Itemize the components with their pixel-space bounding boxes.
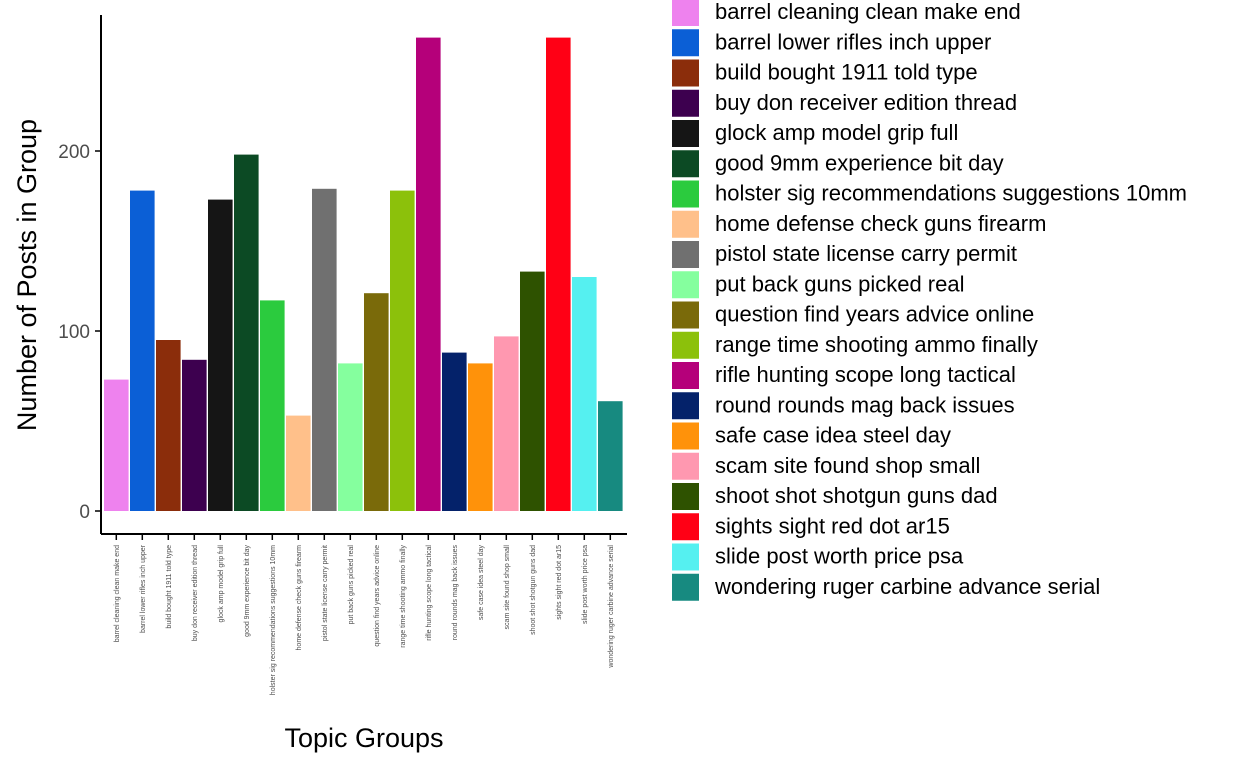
legend-label: round rounds mag back issues: [715, 392, 1015, 417]
bar-19: [572, 277, 597, 511]
bar-2: [130, 190, 155, 511]
y-ticks-group: 0 100 200: [58, 142, 101, 523]
legend-label: build bought 1911 told type: [715, 60, 978, 85]
legend-swatch: [672, 483, 699, 510]
legend-label: holster sig recommendations suggestions …: [715, 181, 1187, 206]
legend-label: safe case idea steel day: [715, 423, 951, 448]
x-tick-label: build bought 1911 told type: [166, 545, 173, 629]
x-ticks-group: barrel cleaning clean make end barrel low…: [114, 534, 615, 695]
x-tick-label: round rounds mag back issues: [452, 545, 459, 641]
legend-label: put back guns picked real: [715, 271, 965, 296]
bar-3: [156, 340, 181, 511]
bar-14: [442, 352, 467, 511]
x-tick-label: pistol state license carry permit: [322, 545, 329, 641]
legend-label: good 9mm experience bit day: [715, 150, 1004, 175]
x-tick-label: wondering ruger carbine advance serial: [608, 545, 615, 669]
legend-swatch: [672, 210, 699, 238]
legend-swatch: [672, 301, 699, 329]
x-tick-label: shoot shot shotgun guns dad: [530, 545, 537, 635]
legend-label: rifle hunting scope long tactical: [715, 362, 1016, 387]
bar-13: [416, 37, 441, 511]
x-tick-label: buy don receiver edition thread: [192, 545, 199, 641]
x-tick-label: sights sight red dot ar15: [556, 545, 563, 620]
legend-label: home defense check guns firearm: [715, 211, 1046, 236]
legend-swatch: [672, 573, 699, 601]
bar-15: [468, 363, 493, 511]
legend-label: shoot shot shotgun guns dad: [715, 483, 998, 508]
legend-swatch: [672, 0, 699, 26]
legend-label: pistol state license carry permit: [715, 241, 1017, 266]
y-tick-label: 0: [79, 502, 90, 523]
legend-swatch: [672, 180, 699, 208]
legend-label: buy don receiver edition thread: [715, 90, 1017, 115]
y-tick-label: 200: [58, 142, 90, 163]
bars-group: [104, 37, 623, 512]
x-tick-label: safe case idea steel day: [478, 545, 485, 621]
legend-swatch: [672, 120, 699, 147]
legend: barrel cleaning clean make end barrel low…: [672, 0, 1187, 601]
legend-label: scam site found shop small: [715, 453, 980, 478]
legend-label: slide post worth price psa: [715, 544, 964, 569]
legend-swatch: [672, 150, 699, 178]
x-tick-label: holster sig recommendations suggestions …: [270, 545, 277, 695]
x-tick-label: scam site found shop small: [504, 545, 511, 630]
legend-swatch: [672, 392, 699, 420]
bar-17: [520, 271, 545, 511]
bar-9: [312, 188, 337, 512]
x-tick-label: barrel lower rifles inch upper: [140, 544, 147, 633]
legend-swatch: [672, 543, 699, 571]
legend-swatch: [672, 331, 699, 359]
legend-label: sights sight red dot ar15: [715, 513, 950, 538]
bar-7: [260, 300, 285, 511]
legend-swatch: [672, 241, 699, 268]
bar-6: [234, 154, 259, 511]
y-tick-label: 100: [58, 322, 90, 343]
bar-10: [338, 363, 363, 511]
legend-label: barrel cleaning clean make end: [715, 0, 1021, 24]
legend-swatch: [672, 422, 699, 450]
legend-swatch: [672, 29, 699, 57]
legend-label: wondering ruger carbine advance serial: [714, 574, 1100, 599]
bar-1: [104, 379, 129, 511]
legend-swatch: [672, 89, 699, 117]
x-tick-label: question find years advice online: [374, 545, 381, 647]
x-tick-label: slide post worth price psa: [582, 545, 589, 624]
bar-20: [598, 401, 623, 511]
x-tick-label: range time shooting ammo finally: [400, 545, 407, 648]
bar-11: [364, 293, 389, 511]
bar-4: [182, 359, 207, 511]
legend-swatch: [672, 271, 699, 299]
legend-swatch: [672, 452, 699, 480]
x-axis-title: Topic Groups: [284, 723, 443, 753]
bar-16: [494, 336, 519, 511]
bar-8: [286, 415, 311, 511]
x-tick-label: barrel cleaning clean make end: [114, 545, 121, 642]
y-axis-title: Number of Posts in Group: [12, 119, 42, 431]
legend-label: barrel lower rifles inch upper: [715, 29, 991, 54]
bar-12: [390, 190, 415, 511]
legend-label: question find years advice online: [715, 302, 1034, 327]
x-tick-label: put back guns picked real: [348, 545, 355, 625]
legend-label: glock amp model grip full: [715, 120, 958, 145]
x-tick-label: home defense check guns firearm: [296, 545, 303, 651]
legend-swatch: [672, 59, 699, 87]
x-tick-label: glock amp model grip full: [218, 545, 225, 623]
bar-5: [208, 199, 233, 511]
x-tick-label: rifle hunting scope long tactical: [426, 545, 433, 641]
legend-swatch: [672, 362, 699, 389]
legend-swatch: [672, 513, 699, 541]
bar-18: [546, 37, 571, 511]
x-tick-label: good 9mm experience bit day: [244, 545, 251, 637]
legend-label: range time shooting ammo finally: [715, 332, 1038, 357]
